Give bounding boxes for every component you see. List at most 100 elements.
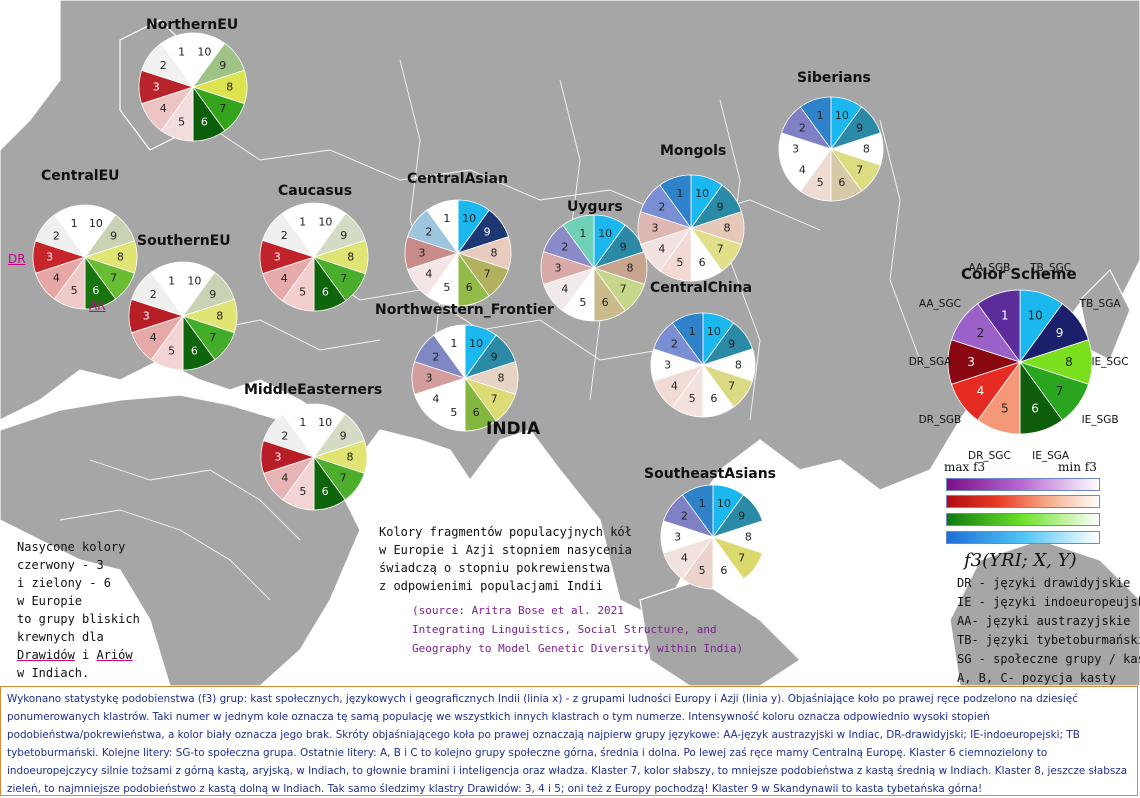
cluster-4-slice-label-1: 1 bbox=[299, 416, 306, 429]
cluster-4-slice-1 bbox=[282, 403, 315, 459]
left-note-line: Drawidów i Ariów bbox=[17, 646, 140, 664]
cluster-8-slice-label-3: 3 bbox=[651, 222, 658, 235]
cluster-5-slice-label-6: 6 bbox=[466, 281, 473, 294]
color-scheme-outer-label-dr_sgb: DR_SGB bbox=[919, 414, 962, 426]
color-scheme-outer-label-tb_sga: TB_SGA bbox=[1079, 298, 1122, 310]
cluster-6-slice-1 bbox=[562, 214, 595, 270]
color-scheme-slice-label-7: 7 bbox=[1056, 384, 1064, 398]
cluster-7-slice-1 bbox=[433, 324, 466, 380]
color-scheme-title: Color Scheme bbox=[961, 265, 1077, 283]
cluster-1-slice-1 bbox=[53, 204, 86, 259]
cluster-0-slice-label-9: 9 bbox=[219, 59, 226, 72]
cluster-9-slice-label-3: 3 bbox=[664, 359, 671, 372]
cluster-2-slice-label-2: 2 bbox=[150, 288, 157, 301]
source-line: Integrating Linguistics, Social Structur… bbox=[412, 623, 717, 636]
color-scheme-pie: 10 9 8 7 6 5 4 3 2 1 TB_SGC TB_SGA IE_SGC IE_SGB IE_SG… bbox=[909, 262, 1129, 462]
color-scheme-outer-label-ie_sga: IE_SGA bbox=[1032, 450, 1070, 462]
footer-description: Wykonano statystykę podobienstwa (f3) gr… bbox=[0, 686, 1138, 796]
cluster-4-slice-label-3: 3 bbox=[274, 451, 281, 464]
color-scheme-slice-label-9: 9 bbox=[1056, 326, 1064, 340]
cluster-11-slice-label-2: 2 bbox=[681, 510, 688, 523]
cluster-0-slice-label-3: 3 bbox=[153, 81, 160, 94]
cluster-9-slice-label-7: 7 bbox=[728, 379, 735, 392]
cluster-7-slice-label-7: 7 bbox=[491, 393, 498, 406]
cluster-5-slice-label-5: 5 bbox=[443, 281, 450, 294]
source-citation: (source: Aritra Bose et al. 2021 Integra… bbox=[412, 601, 743, 658]
cluster-3-slice-label-2: 2 bbox=[281, 229, 288, 242]
cluster-5-slice-label-4: 4 bbox=[425, 268, 432, 281]
cluster-9-slice-label-9: 9 bbox=[728, 338, 735, 351]
cluster-title-northerneu: NorthernEU bbox=[146, 17, 239, 33]
cluster-8-slice-1 bbox=[659, 174, 692, 230]
cluster-3-slice-label-6: 6 bbox=[322, 285, 329, 298]
cluster-10-slice-label-1: 1 bbox=[817, 109, 824, 122]
cluster-9-slice-label-5: 5 bbox=[689, 392, 696, 405]
world-map: 1098765432110987654321109876543211098765… bbox=[0, 0, 1140, 686]
cluster-2-slice-label-7: 7 bbox=[209, 331, 216, 344]
cluster-9-slice-label-6: 6 bbox=[710, 392, 717, 405]
cluster-8-slice-label-4: 4 bbox=[658, 243, 665, 256]
cluster-11-slice-label-10: 10 bbox=[717, 497, 731, 510]
cluster-1-slice-label-3: 3 bbox=[46, 251, 53, 264]
color-scheme-outer-label-tb_sgc: TB_SGC bbox=[1029, 262, 1071, 274]
cluster-11-slice-1 bbox=[681, 484, 714, 539]
cluster-0-slice-label-5: 5 bbox=[178, 115, 185, 128]
cluster-title-siberians: Siberians bbox=[797, 70, 871, 86]
ar-marker-label: AR bbox=[89, 299, 106, 313]
india-label: INDIA bbox=[486, 419, 541, 439]
color-scheme-outer-label-aa_sgc: AA_SGC bbox=[919, 298, 961, 310]
cluster-9-slice-label-10: 10 bbox=[707, 325, 721, 338]
cluster-title-centraleu: CentralEU bbox=[41, 168, 120, 184]
cluster-8-slice-label-1: 1 bbox=[676, 187, 683, 200]
center-note-line: z odpowienimi populacjami Indii bbox=[379, 579, 603, 593]
color-scheme-outer-label-dr_sgc: DR_SGC bbox=[968, 450, 1011, 462]
cluster-10-slice-label-6: 6 bbox=[838, 176, 845, 189]
cluster-2-slice-label-9: 9 bbox=[209, 288, 216, 301]
cluster-8-slice-label-2: 2 bbox=[658, 200, 665, 213]
cluster-11-slice-label-1: 1 bbox=[699, 497, 706, 510]
cluster-11-slice-label-9: 9 bbox=[738, 510, 745, 523]
left-note-line: i zielony - 6 bbox=[17, 576, 111, 590]
abbr-sg: SG - społeczne grupy / kasty bbox=[957, 652, 1140, 666]
cluster-3-slice-label-5: 5 bbox=[299, 285, 306, 298]
cluster-5-slice-label-1: 1 bbox=[443, 212, 450, 225]
cluster-3-slice-label-8: 8 bbox=[347, 251, 354, 264]
cluster-7-slice-label-1: 1 bbox=[450, 337, 457, 350]
abbr-ie: IE - języki indoeuropeujskie bbox=[957, 595, 1140, 609]
cluster-6-slice-label-2: 2 bbox=[561, 240, 568, 253]
cluster-6-slice-label-8: 8 bbox=[627, 262, 634, 275]
dr-marker-label: DR bbox=[8, 252, 26, 266]
cluster-4-slice-label-8: 8 bbox=[347, 451, 354, 464]
cluster-title-centralchina: CentralChina bbox=[650, 280, 753, 296]
cluster-0-slice-label-4: 4 bbox=[160, 102, 167, 115]
cluster-pies: 1098765432110987654321109876543211098765… bbox=[32, 32, 884, 590]
cluster-10-slice-label-8: 8 bbox=[863, 143, 870, 156]
cluster-11-slice-label-8: 8 bbox=[745, 531, 752, 544]
cluster-10-slice-label-4: 4 bbox=[799, 163, 806, 176]
source-line: Geography to Model Genetic Diversity wit… bbox=[412, 642, 744, 655]
abbreviation-list: DR - języki drawidyjskie IE - języki ind… bbox=[957, 574, 1140, 688]
center-note-line: w Europie i Azji stopniem nasycenia bbox=[379, 543, 632, 557]
color-scheme-outer-label-dr_sga: DR_SGA bbox=[909, 356, 952, 368]
cluster-8-slice-label-6: 6 bbox=[699, 256, 706, 269]
abbr-tb: TB- języki tybetoburmański bbox=[957, 633, 1140, 647]
cluster-3-slice-1 bbox=[281, 202, 315, 259]
cluster-5-slice-label-7: 7 bbox=[484, 268, 491, 281]
cluster-5-slice-label-2: 2 bbox=[425, 225, 432, 238]
cluster-1-slice-label-9: 9 bbox=[110, 230, 117, 243]
color-scheme-slice-label-10: 10 bbox=[1027, 308, 1042, 322]
cluster-8-slice-label-10: 10 bbox=[695, 187, 709, 200]
cluster-9-slice-label-1: 1 bbox=[689, 325, 696, 338]
cluster-10-slice-1 bbox=[799, 96, 832, 151]
left-note-line: w Indiach. bbox=[17, 666, 90, 680]
abbr-abc: A, B, C- pozycja kasty bbox=[957, 671, 1116, 685]
color-scheme-slice-label-5: 5 bbox=[1001, 402, 1009, 416]
gradient-bar-tb bbox=[946, 531, 1100, 544]
cluster-1-slice-label-6: 6 bbox=[92, 284, 99, 297]
cluster-4-slice-label-4: 4 bbox=[281, 472, 288, 485]
